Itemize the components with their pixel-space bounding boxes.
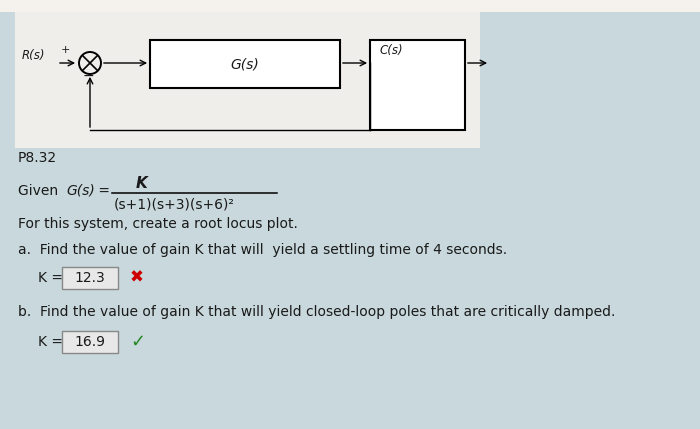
Bar [15, 12, 480, 148]
Bar [0, 0, 700, 12]
Text: a.  Find the value of gain K that will  yield a settling time of 4 seconds.: a. Find the value of gain K that will yi… [18, 243, 507, 257]
Bar [62, 331, 118, 353]
Text: K: K [136, 176, 148, 191]
Text: C(s): C(s) [380, 44, 404, 57]
Bar [370, 40, 465, 130]
Text: K =: K = [38, 271, 67, 285]
Text: ✓: ✓ [130, 333, 145, 351]
Text: G(s): G(s) [230, 57, 260, 71]
Text: 12.3: 12.3 [75, 271, 106, 285]
Text: b.  Find the value of gain K that will yield closed-loop poles that are critical: b. Find the value of gain K that will yi… [18, 305, 615, 319]
Text: (s+1)(s+3)(s+6)²: (s+1)(s+3)(s+6)² [114, 197, 235, 211]
Text: Given: Given [18, 184, 67, 198]
Text: −: − [83, 69, 94, 83]
Text: +: + [61, 45, 71, 55]
Text: K =: K = [38, 335, 67, 349]
Text: 16.9: 16.9 [74, 335, 106, 349]
Text: =: = [94, 184, 110, 198]
Text: ✖: ✖ [130, 269, 144, 287]
Bar [150, 40, 340, 88]
Text: For this system, create a root locus plot.: For this system, create a root locus plo… [18, 217, 298, 231]
Text: G(s): G(s) [66, 184, 94, 198]
Text: P8.32: P8.32 [18, 151, 57, 165]
Text: R(s): R(s) [22, 48, 46, 61]
Bar [62, 267, 118, 289]
